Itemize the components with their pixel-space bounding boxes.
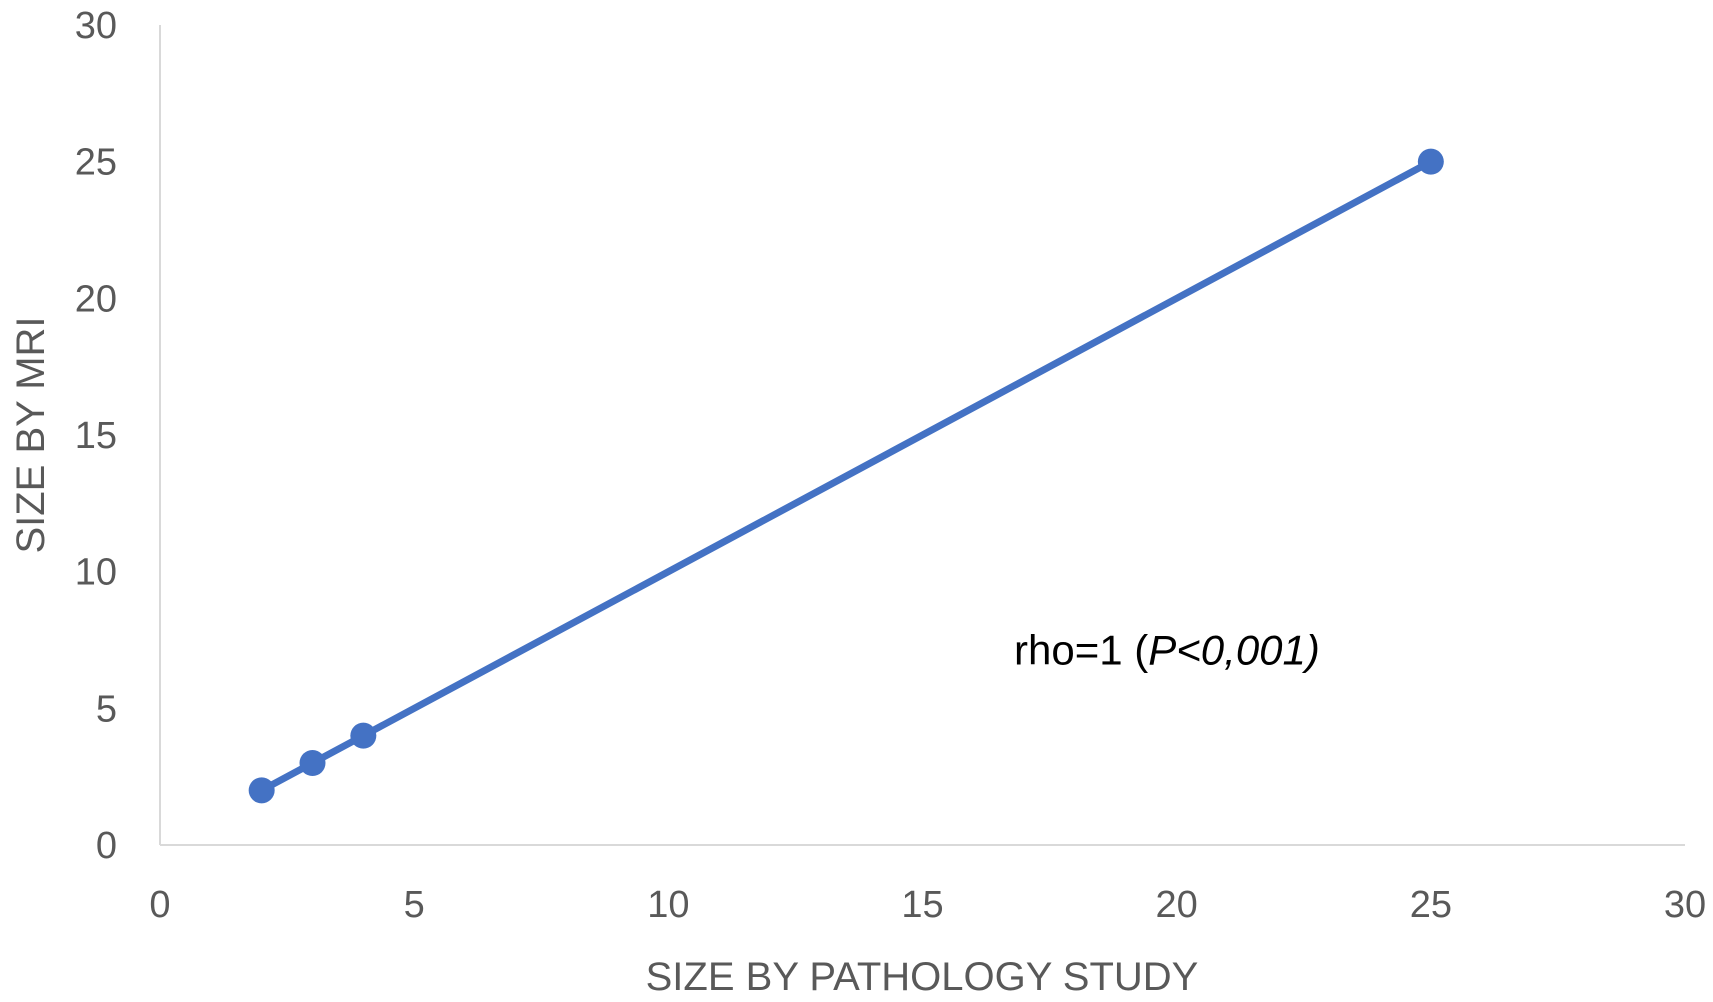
data-point: [248, 777, 275, 804]
x-tick-label: 30: [1664, 884, 1706, 926]
x-axis-title: SIZE BY PATHOLOGY STUDY: [646, 955, 1199, 999]
axes: [159, 25, 1685, 846]
y-tick-label: 0: [96, 825, 117, 867]
y-tick-labels: 0 5 10 15 20 25 30: [75, 5, 117, 867]
data-point: [350, 722, 377, 749]
correlation-annotation: rho=1 (P<0,001): [1014, 627, 1320, 674]
annotation-p-value: P<0,001): [1148, 627, 1320, 674]
x-tick-labels: 0 5 10 15 20 25 30: [149, 884, 1706, 926]
y-tick-label: 5: [96, 688, 117, 730]
y-tick-label: 10: [75, 552, 117, 594]
x-tick-label: 5: [404, 884, 425, 926]
data-point: [299, 750, 326, 776]
data-series: [248, 148, 1444, 804]
x-tick-label: 20: [1156, 884, 1198, 926]
data-point: [1417, 148, 1444, 175]
x-tick-label: 15: [901, 884, 943, 926]
x-tick-label: 25: [1410, 884, 1452, 926]
y-axis-title: SIZE BY MRI: [9, 316, 53, 553]
y-tick-label: 30: [75, 5, 117, 47]
y-tick-label: 25: [75, 142, 117, 184]
y-tick-label: 20: [75, 278, 117, 320]
y-tick-label: 15: [75, 415, 117, 457]
x-tick-label: 0: [149, 884, 170, 926]
x-tick-label: 10: [647, 884, 689, 926]
annotation-prefix: rho=1 (: [1014, 627, 1148, 674]
series-line: [258, 158, 1435, 794]
